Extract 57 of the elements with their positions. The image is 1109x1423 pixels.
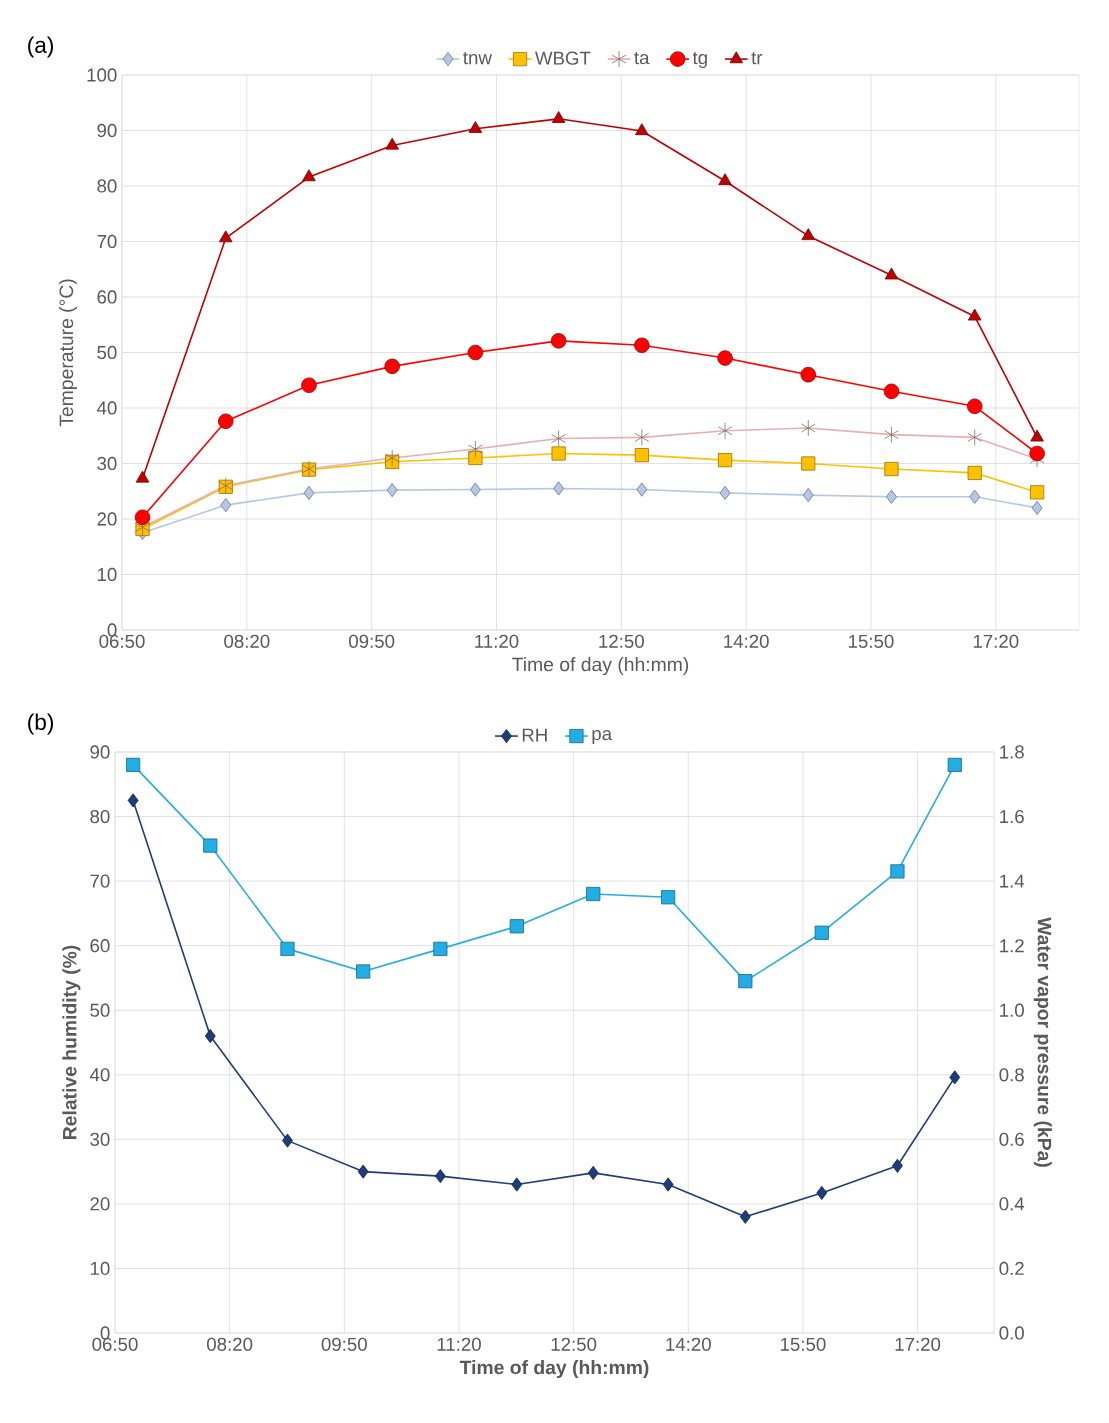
x-tick-label: 14:20: [724, 634, 769, 648]
x-axis-title: Time of day (hh:mm): [512, 657, 689, 676]
x-tick-label: 11:20: [475, 634, 519, 648]
x-tick-label: 08:20: [207, 1337, 253, 1351]
y-tick-label: 50: [97, 345, 117, 360]
y-tick-label: 90: [90, 745, 110, 759]
y-tick-label: 40: [96, 401, 117, 415]
y-tick-label: 90: [97, 123, 117, 138]
x-tick-label: 15:50: [849, 634, 894, 648]
y-tick-label: 70: [97, 234, 117, 249]
legend-label: tr: [751, 52, 763, 65]
y-tick-label: 80: [90, 809, 110, 824]
chart-title: (a): [28, 36, 53, 58]
x-tick-label: 12:50: [551, 1337, 597, 1351]
x-tick-label: 09:50: [349, 634, 395, 648]
y-tick-label: 20: [97, 512, 117, 526]
y2-tick-label: 0.2: [999, 1261, 1024, 1276]
x-tick-label: 12:50: [599, 634, 644, 648]
y-tick-label: 60: [97, 290, 117, 304]
x-tick-label: 08:20: [224, 634, 270, 648]
y2-tick-label: 0.0: [999, 1326, 1024, 1340]
x-tick-label: 11:20: [437, 1337, 481, 1351]
y-tick-label: 10: [90, 1261, 110, 1276]
y2-tick-label: 0.4: [999, 1197, 1025, 1211]
x-axis-title: Time of day (hh:mm): [459, 1360, 649, 1379]
legend-label: RH: [522, 728, 547, 742]
y-tick-label: 70: [90, 874, 110, 888]
y-tick-label: 30: [90, 1132, 110, 1146]
y2-tick-label: 0.6: [999, 1132, 1024, 1146]
x-tick-label: 15:50: [780, 1337, 826, 1351]
y2-axis-title: Water vapor pressure (kPa): [1033, 917, 1052, 1167]
y2-tick-label: 1.0: [1000, 1003, 1024, 1017]
legend-label: pa: [592, 730, 613, 744]
y-axis-title: Temperature (°C): [58, 279, 77, 427]
legend-label: WBGT: [534, 51, 591, 65]
y2-tick-label: 1.4: [1000, 874, 1025, 888]
y-tick-label: 60: [90, 939, 110, 953]
y-tick-label: 80: [97, 179, 117, 193]
legend-label: tg: [692, 52, 707, 68]
y2-tick-label: 1.2: [1000, 939, 1024, 953]
y-tick-label: 10: [97, 567, 117, 582]
x-tick-label: 17:20: [895, 1337, 941, 1351]
x-tick-label: 17:20: [973, 634, 1019, 648]
x-tick-label: 14:20: [666, 1337, 711, 1351]
y2-tick-label: 1.8: [1000, 745, 1024, 759]
legend-label: ta: [634, 52, 650, 65]
legend-label: tnw: [463, 52, 492, 65]
y-tick-label: 20: [90, 1197, 110, 1211]
y2-tick-label: 0.8: [999, 1068, 1024, 1082]
y2-tick-label: 1.6: [1000, 809, 1024, 824]
y-tick-label: 40: [89, 1068, 110, 1082]
y-axis-title: Relative humidity (%): [62, 945, 81, 1139]
y-tick-label: 50: [90, 1003, 110, 1017]
y-tick-label: 30: [97, 456, 117, 471]
x-tick-label: 09:50: [321, 1337, 367, 1351]
y-tick-label: 100: [87, 68, 117, 82]
chart-title: (b): [28, 713, 54, 735]
